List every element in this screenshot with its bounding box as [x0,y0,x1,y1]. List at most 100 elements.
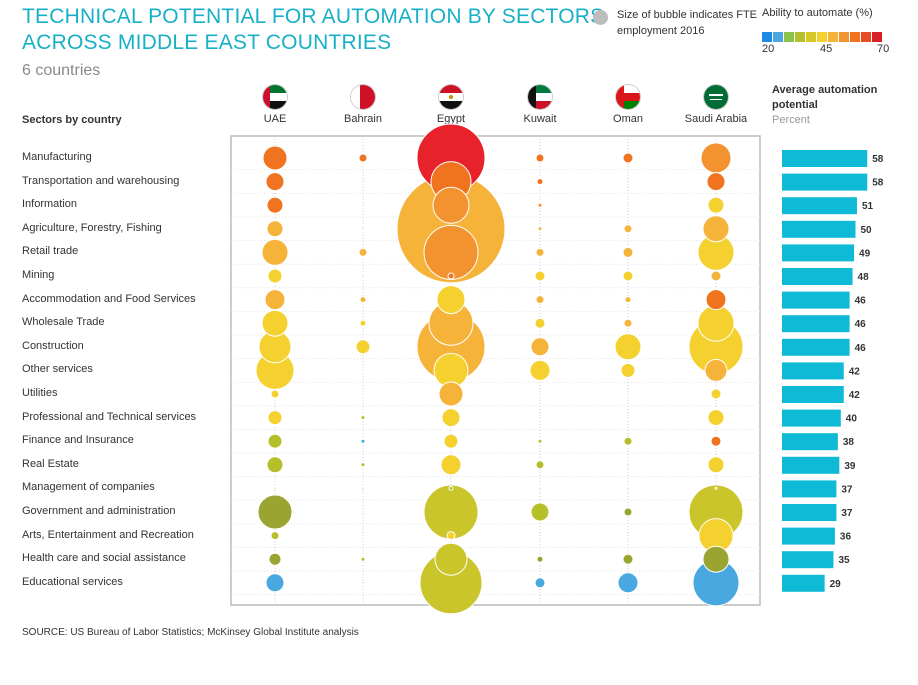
average-bar [782,433,838,451]
sector-bubble [535,247,545,257]
sector-bubble [537,438,543,444]
sector-bubble [438,381,464,407]
country-header: UAE [263,113,287,125]
kuwait-flag-icon [528,85,552,109]
sector-label: Management of companies [22,481,155,494]
country-header: Saudi Arabia [684,113,748,125]
average-bar [782,150,868,167]
sector-label: Retail trade [22,245,79,258]
sector-bubble [432,186,470,224]
average-value-label: 46 [855,296,867,307]
sector-bubble [626,486,630,490]
average-value-label: 51 [862,201,874,212]
average-value-label: 37 [841,508,853,519]
average-bar [782,480,837,498]
sector-bubble [267,268,283,284]
sector-label: Construction [22,339,84,352]
average-bar [782,173,868,191]
sector-bubble [538,486,542,490]
color-scale-swatch [872,32,882,42]
sector-label: Government and administration [22,505,176,517]
color-scale-swatch [795,32,805,42]
sector-label: Mining [22,269,55,281]
color-scale-tick-max: 70 [877,43,890,55]
bahrain-flag-icon [351,85,375,109]
average-bar [782,409,841,427]
sector-bubble [707,456,725,474]
sector-bubble [361,486,365,490]
sector-label: Health care and social assistance [22,552,186,565]
size-legend-text: Size of bubble indicates FTE employment … [617,7,767,39]
uae-flag-icon [263,85,287,109]
sector-label: Agriculture, Forestry, Fishing [22,221,162,234]
sector-bubble [266,220,284,238]
sector-bubble [702,545,730,573]
color-scale-swatch [806,32,816,42]
average-value-label: 29 [830,579,842,590]
chart-title: TECHNICAL POTENTIAL FOR AUTOMATION BY SE… [22,4,604,56]
average-bar [782,291,850,309]
sector-label: Educational services [22,575,123,588]
egypt-flag-icon [439,85,463,109]
sector-bubble [710,388,722,400]
sector-bubble [534,317,546,329]
sector-label: Manufacturing [22,151,92,163]
average-value-label: 46 [855,319,867,330]
sector-bubble [623,318,633,328]
size-legend-dot-icon [593,10,608,25]
sector-label: Other services [22,363,93,376]
color-scale-swatch [784,32,794,42]
sector-bubble [537,202,543,208]
oman-flag-icon [616,85,640,109]
sector-bubble [623,224,633,234]
average-value-label: 39 [844,461,856,472]
sector-bubble [360,438,366,444]
sector-bubble [707,409,725,427]
color-scale-swatch [762,32,772,42]
sector-label: Utilities [22,387,58,399]
sector-bubble [538,392,542,396]
sector-bubble [361,581,365,585]
sector-bubble [714,486,718,490]
country-header: Kuwait [523,113,557,125]
average-header-line2: potential [772,99,818,111]
sector-bubble [261,309,289,337]
average-bar [782,527,835,545]
grid-frame [230,135,761,606]
sector-bubble [530,337,550,357]
sector-bubble [702,215,730,243]
average-bar [782,315,850,333]
sector-bubble [361,392,365,396]
average-value-label: 40 [846,414,858,425]
sector-bubble [262,145,288,171]
sector-label: Accommodation and Food Services [22,292,196,305]
sector-bubble [361,534,365,538]
sector-bubble [704,358,728,382]
sector-label: Real Estate [22,457,79,470]
sector-bubble [626,392,630,396]
average-value-label: 58 [872,178,884,189]
sector-bubble [440,454,462,476]
average-value-label: 48 [858,272,870,283]
sector-bubble [361,274,365,278]
sector-bubble [536,555,544,563]
sector-bubble [361,227,365,231]
average-value-label: 42 [849,390,861,401]
average-value-label: 37 [841,484,853,495]
color-scale-tick-mid: 45 [820,43,833,55]
sector-bubble [626,463,630,467]
color-scale-bar [762,32,883,42]
sector-bubble [360,462,366,468]
sector-bubble [622,553,634,565]
sector-bubble [355,339,371,355]
average-bar [782,220,856,238]
chart-title-line2: ACROSS MIDDLE EAST COUNTRIES [22,31,392,54]
sector-bubble [358,153,368,163]
sector-bubble [617,572,639,594]
sector-bubble [265,573,285,593]
sector-bubble [423,224,479,280]
sector-label: Finance and Insurance [22,434,134,447]
sector-bubble [447,272,455,280]
sector-bubble [626,180,630,184]
color-scale-swatch [773,32,783,42]
